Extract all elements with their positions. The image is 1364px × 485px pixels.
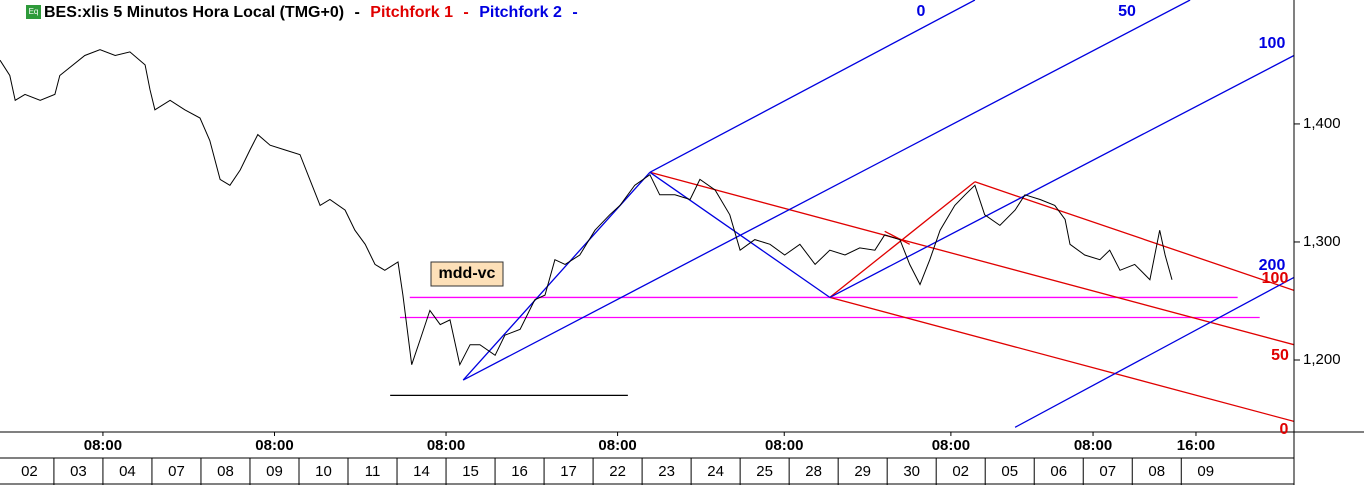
legend-entry: Pitchfork 1	[370, 4, 453, 21]
day-label: 08	[1148, 463, 1165, 480]
x-tick-label: 08:00	[255, 437, 293, 454]
plot-area	[0, 0, 1294, 428]
day-label: 07	[1099, 463, 1116, 480]
day-label: 25	[756, 463, 773, 480]
annotation: mdd-vc	[439, 265, 496, 282]
pitchfork-line	[884, 230, 910, 245]
pitchfork-line	[649, 0, 976, 173]
day-label: 22	[609, 463, 626, 480]
day-label: 08	[217, 463, 234, 480]
x-tick-label: 08:00	[84, 437, 122, 454]
day-label: 28	[805, 463, 822, 480]
day-label: 30	[903, 463, 920, 480]
day-label: 07	[168, 463, 185, 480]
day-label: 17	[560, 463, 577, 480]
legend-entry: Pitchfork 2	[479, 4, 562, 21]
annotation-bg	[430, 261, 504, 287]
symbol-icon-box	[26, 5, 41, 19]
separator: -	[572, 4, 577, 21]
pitchfork-line	[462, 0, 1191, 381]
day-label: 02	[952, 463, 969, 480]
x-tick-label: 08:00	[427, 437, 465, 454]
day-label: 24	[707, 463, 724, 480]
day-label: 06	[1050, 463, 1067, 480]
annotation-box: mdd-vc	[430, 261, 504, 287]
y-tick-label: 1,300	[1303, 233, 1341, 250]
day-label: 05	[1001, 463, 1018, 480]
pitchfork-line	[1014, 276, 1294, 428]
day-label: 03	[70, 463, 87, 480]
separator: -	[463, 4, 468, 21]
y-tick-label: 1,200	[1303, 351, 1341, 368]
pitchfork-level: 100	[1262, 270, 1289, 287]
header: Eq BES:xlis 5 Minutos Hora Local (TMG+0)…	[26, 4, 578, 21]
day-label: 04	[119, 463, 136, 480]
day-label: 23	[658, 463, 675, 480]
pitchfork-level: 50	[1118, 3, 1136, 20]
day-label: 02	[21, 463, 38, 480]
day-label: 10	[315, 463, 332, 480]
chart-title: BES:xlis 5 Minutos Hora Local (TMG+0) - …	[44, 4, 578, 21]
pitchfork-line	[829, 296, 1294, 423]
separator: -	[355, 4, 360, 21]
x-tick-label: 16:00	[1177, 437, 1215, 454]
title: BES:xlis 5 Minutos Hora Local (TMG+0)	[44, 4, 344, 21]
pitchfork-level: 0	[917, 3, 926, 20]
day-label: 11	[365, 463, 381, 480]
x-tick-label: 08:00	[765, 437, 803, 454]
pitchfork-level: 100	[1259, 35, 1286, 52]
pitchfork-level: 200	[1259, 257, 1286, 274]
day-label: 29	[854, 463, 871, 480]
day-label: 09	[1197, 463, 1214, 480]
x-tick-label: 08:00	[1074, 437, 1112, 454]
pitchfork-line	[829, 181, 976, 298]
y-tick-label: 1,400	[1303, 115, 1341, 132]
pitchfork-level: 0	[1280, 421, 1289, 438]
day-label: 14	[413, 463, 430, 480]
x-tick-label: 08:00	[932, 437, 970, 454]
symbol-icon: Eq	[29, 7, 39, 16]
day-label: 09	[266, 463, 283, 480]
pitchfork-line	[649, 171, 1294, 346]
day-label: 15	[462, 463, 479, 480]
x-tick-label: 08:00	[598, 437, 636, 454]
day-label: 16	[511, 463, 528, 480]
price-line	[0, 49, 1173, 367]
pitchfork-level: 50	[1271, 347, 1289, 364]
pitchfork-line	[974, 181, 1294, 292]
